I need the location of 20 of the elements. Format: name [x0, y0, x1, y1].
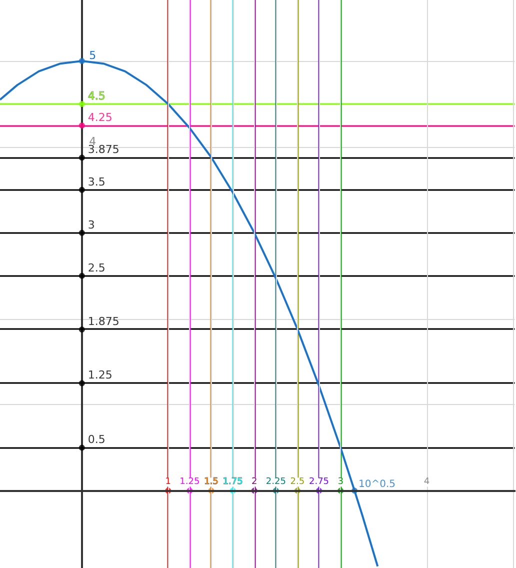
ref-line-label: 2.5 [88, 261, 106, 274]
ref-line-label: 0.5 [88, 433, 106, 446]
ref-line-label: 1.25 [88, 368, 112, 382]
x-tick-label: 3 [338, 477, 344, 488]
y-tick-label: 5 [89, 49, 96, 62]
ref-line-label: 4.5 [88, 89, 106, 102]
x-tick-label: 1.25 [180, 477, 200, 488]
x-tick-label: 2.5 [290, 477, 305, 488]
ref-line-label: 3 [88, 218, 95, 232]
x-tick-label: 1.5 [204, 477, 218, 488]
x-tick-label: 2.75 [308, 477, 330, 488]
ref-line-label: 1.875 [88, 315, 120, 328]
ref-line-label: 3.5 [88, 175, 106, 188]
x-tick-label: 2 [251, 477, 258, 488]
x-tick-label: 1.75 [222, 477, 243, 488]
ref-line-label: 4.25 [88, 110, 112, 124]
x-tick-label: 1 [165, 477, 171, 488]
annotation: 10^0.5 [358, 479, 396, 490]
x-tick-label: 4 [424, 477, 430, 488]
x-tick-label: 2.25 [266, 477, 286, 488]
